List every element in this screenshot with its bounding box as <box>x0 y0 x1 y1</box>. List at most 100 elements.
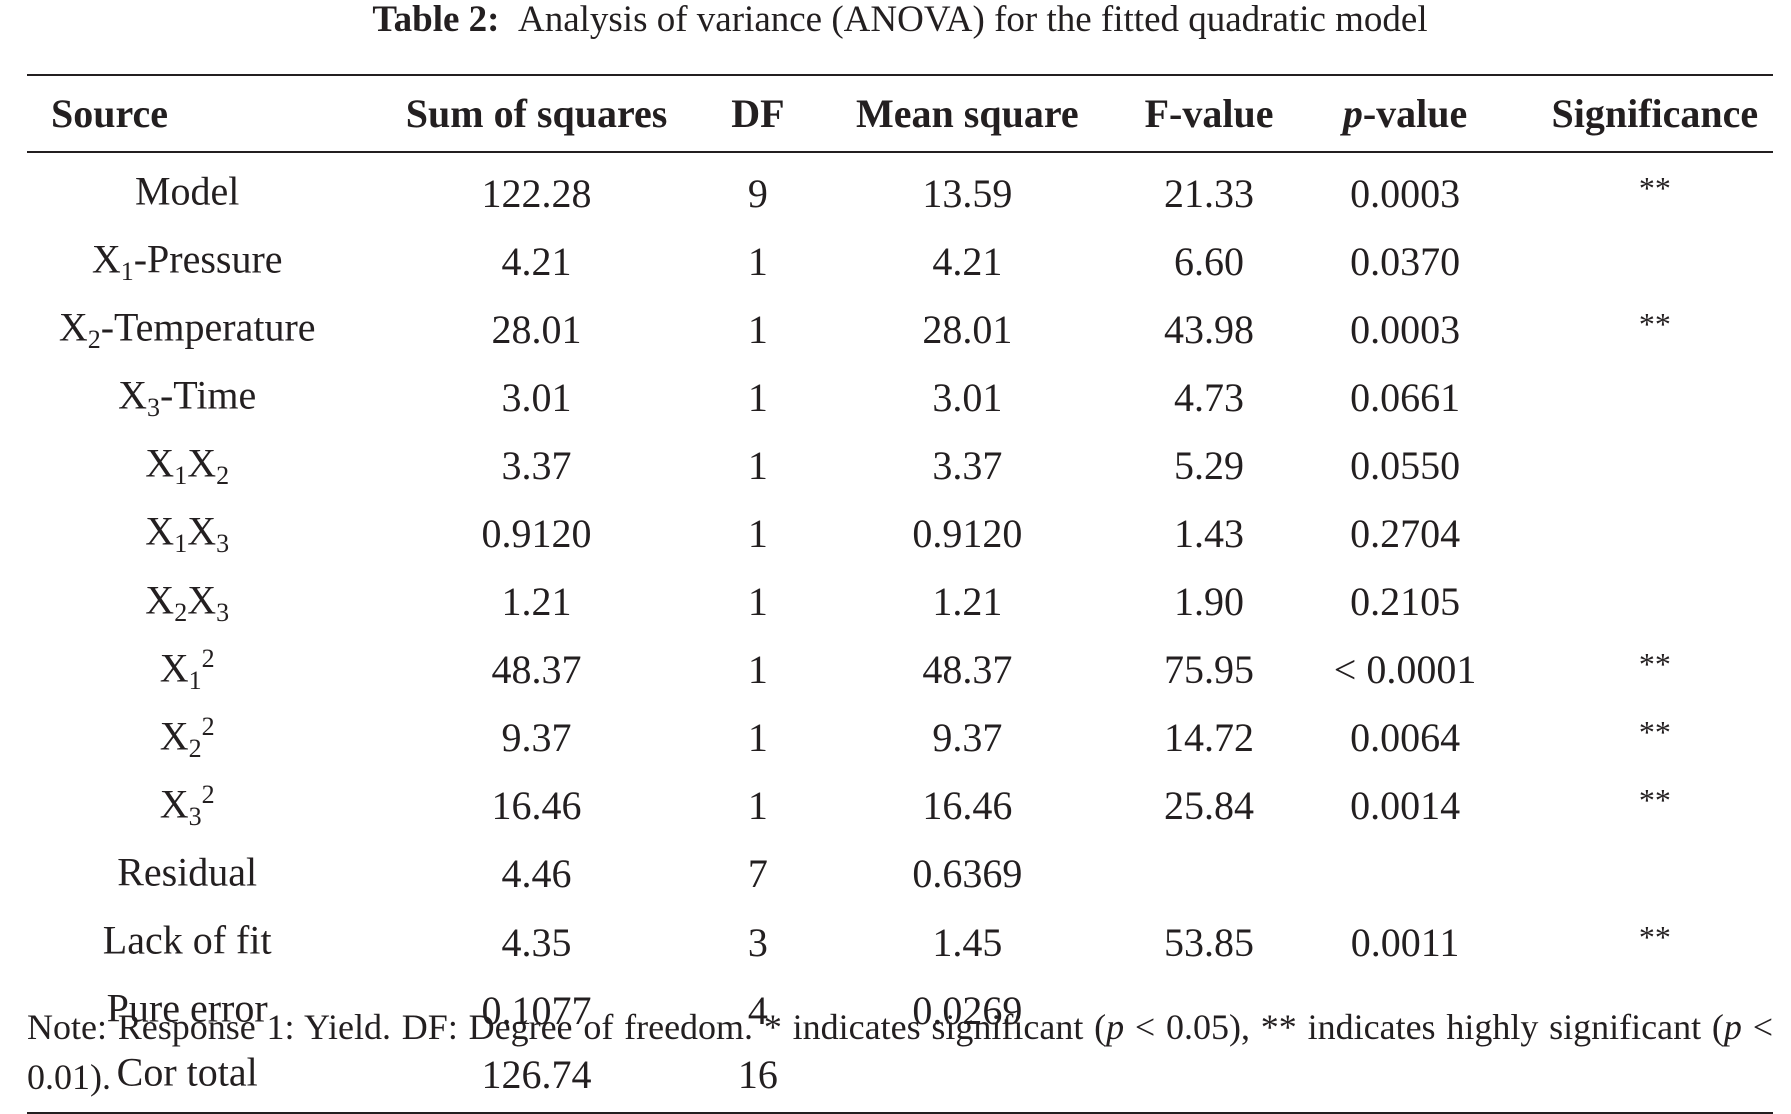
source-base: X <box>159 713 189 759</box>
header-p-letter: p <box>1342 91 1363 136</box>
cell-df: 1 <box>747 783 768 829</box>
cell-source: X22 <box>27 704 347 772</box>
source-tail: -Pressure <box>133 236 283 282</box>
cell-df: 1 <box>747 579 768 625</box>
cell-significance: ** <box>1638 169 1671 206</box>
cell-significance: ** <box>1638 918 1671 955</box>
source-base: X <box>91 236 121 282</box>
header-df: DF <box>725 75 791 153</box>
table-row: X32 16.46 1 16.46 25.84 0.0014 ** <box>27 772 1773 840</box>
cell-sum-of-squares: 1.21 <box>501 579 572 625</box>
table-row: X1X2 3.37 1 3.37 5.29 0.0550 <box>27 431 1773 499</box>
source-base: X <box>159 644 189 690</box>
cell-mean-square: 28.01 <box>922 306 1013 352</box>
cell-significance <box>1537 568 1773 636</box>
note-part3: < 0.01). <box>27 1007 1774 1097</box>
cell-sum-of-squares: 0.9120 <box>481 511 592 557</box>
cell-sum-of-squares: 4.21 <box>501 238 572 284</box>
cell-df: 7 <box>747 851 768 897</box>
cell-sum-of-squares: 3.37 <box>501 442 572 488</box>
header-sum-of-squares: Sum of squares <box>347 75 726 153</box>
table-row: Model 122.28 9 13.59 21.33 0.0003 ** <box>27 152 1773 227</box>
cell-f-value: 25.84 <box>1164 783 1255 829</box>
table-body: Model 122.28 9 13.59 21.33 0.0003 ** X1-Pressur… <box>27 152 1773 1113</box>
cell-p-value: 0.2105 <box>1350 579 1461 625</box>
cell-sum-of-squares: 16.46 <box>491 783 582 829</box>
cell-significance <box>1537 227 1773 295</box>
cell-significance: ** <box>1638 646 1671 683</box>
cell-significance: ** <box>1638 714 1671 751</box>
source-base: X <box>145 576 175 622</box>
table-row: Residual 4.46 7 0.6369 <box>27 840 1773 908</box>
cell-source: X1X3 <box>27 499 347 567</box>
cell-mean-square: 0.9120 <box>912 511 1023 557</box>
cell-mean-square: 3.37 <box>932 442 1003 488</box>
cell-source: X2-Temperature <box>27 295 347 363</box>
source-base: X <box>118 372 147 418</box>
cell-df: 1 <box>747 647 768 693</box>
source-base: X <box>145 508 175 554</box>
source-base: Model <box>134 168 240 214</box>
cell-source: Model <box>27 152 347 227</box>
table-row: Pure error 0.1077 4 0.0269 <box>27 976 1773 1044</box>
cell-f-value: 6.60 <box>1174 238 1245 284</box>
source-subscript-2: 3 <box>216 597 230 627</box>
cell-mean-square: 3.01 <box>932 374 1003 420</box>
table-row: Cor total 126.74 16 <box>27 1044 1773 1113</box>
cell-source: Lack of fit <box>27 908 347 976</box>
cell-f-value: 4.73 <box>1174 374 1245 420</box>
source-superscript: 2 <box>201 711 215 741</box>
source-base: Lack of fit <box>102 917 272 963</box>
cell-sum-of-squares: 4.35 <box>501 919 572 965</box>
source-subscript: 2 <box>174 597 188 627</box>
source-subscript: 3 <box>188 801 202 831</box>
source-subscript: 1 <box>120 257 134 287</box>
source-subscript-2: 2 <box>216 461 230 491</box>
note-p-symbol-1: p <box>1106 1007 1125 1047</box>
cell-sum-of-squares: 0.1077 <box>481 987 592 1033</box>
cell-f-value: 53.85 <box>1164 919 1255 965</box>
cell-p-value: 0.0661 <box>1350 374 1461 420</box>
table-caption-text: Analysis of variance (ANOVA) for the fit… <box>517 0 1428 40</box>
cell-f-value: 43.98 <box>1164 306 1255 352</box>
source-base: X <box>58 304 88 350</box>
cell-df: 4 <box>747 987 768 1033</box>
cell-f-value: 21.33 <box>1164 170 1255 216</box>
cell-p-value: 0.0550 <box>1350 442 1461 488</box>
cell-source: Cor total <box>27 1044 347 1113</box>
cell-mean-square: 16.46 <box>922 783 1013 829</box>
paper-page: Table 2: Analysis of variance (ANOVA) fo… <box>27 0 1773 1114</box>
cell-mean-square: 0.0269 <box>912 987 1023 1033</box>
source-tail: -Time <box>159 372 257 418</box>
cell-df: 3 <box>747 919 768 965</box>
note-part2: < 0.05), ** indicates highly significant… <box>1124 1007 1724 1047</box>
source-base: X <box>145 440 175 486</box>
source-subscript: 1 <box>174 529 188 559</box>
cell-p-value <box>1273 840 1536 908</box>
header-f-value: F-value <box>1144 75 1274 153</box>
source-subscript: 1 <box>188 665 202 695</box>
cell-df: 1 <box>747 715 768 761</box>
source-mid: X <box>187 440 217 486</box>
cell-f-value: 1.43 <box>1174 511 1245 557</box>
cell-f-value <box>1145 840 1274 908</box>
cell-mean-square: 1.45 <box>932 919 1003 965</box>
cell-df: 9 <box>747 170 768 216</box>
source-subscript: 3 <box>146 393 160 423</box>
cell-sum-of-squares: 122.28 <box>481 170 592 216</box>
table-row: X3-Time 3.01 1 3.01 4.73 0.0661 <box>27 363 1773 431</box>
cell-p-value: 0.0064 <box>1350 715 1461 761</box>
source-tail: -Temperature <box>100 304 316 350</box>
cell-sum-of-squares: 28.01 <box>491 306 582 352</box>
cell-mean-square: 0.6369 <box>912 851 1023 897</box>
cell-p-value: 0.2704 <box>1350 511 1461 557</box>
table-row: Lack of fit 4.35 3 1.45 53.85 0.0011 ** <box>27 908 1773 976</box>
cell-significance <box>1537 840 1773 908</box>
header-significance: Significance <box>1536 75 1773 153</box>
cell-source: X1X2 <box>27 431 347 499</box>
cell-df: 1 <box>747 238 768 284</box>
cell-significance: ** <box>1638 305 1671 342</box>
table-note: Note: Response 1: Yield. DF: Degree of f… <box>27 1002 1773 1102</box>
cell-df: 1 <box>747 511 768 557</box>
cell-df: 1 <box>747 374 768 420</box>
